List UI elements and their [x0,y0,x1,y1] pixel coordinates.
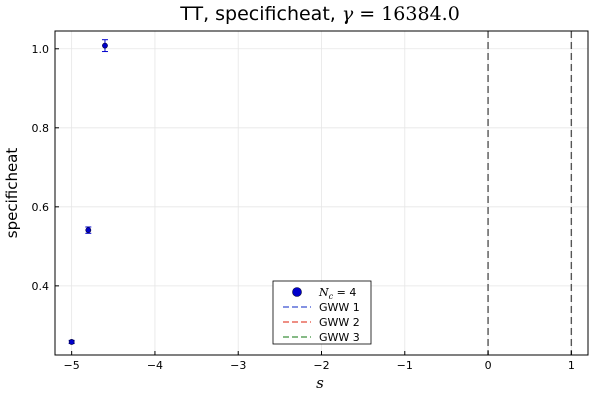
chart-title: TT, specificheat, γ = 16384.0 [179,3,460,25]
vertical-lines [487,31,573,355]
x-tick-label: −3 [230,359,246,372]
chart-title-prefix: TT, specificheat, [179,3,342,25]
grid [55,31,588,355]
x-axis-label: s [316,374,324,392]
data-points [68,39,108,345]
y-tick-label: 0.4 [32,280,50,293]
data-point [68,339,75,345]
data-point [102,42,108,49]
y-axis-ticks: 0.4 0.6 0.8 1.0 [32,43,59,293]
y-tick-label: 0.6 [32,201,50,214]
x-axis-ticks: −5 −4 −3 −2 −1 0 1 [64,351,575,372]
legend-label: GWW 1 [319,301,360,314]
x-tick-label: −5 [64,359,80,372]
y-tick-label: 1.0 [32,43,50,56]
x-tick-label: 1 [568,359,575,372]
legend-label: GWW 3 [319,331,360,344]
data-point [85,227,92,234]
legend-label: GWW 2 [319,316,360,329]
y-tick-label: 0.8 [32,122,50,135]
legend-box [272,280,372,345]
x-tick-label: −1 [397,359,413,372]
legend-marker [292,287,302,297]
y-axis-label: specificheat [3,148,21,239]
x-tick-label: −2 [313,359,329,372]
x-tick-label: −4 [147,359,163,372]
chart-title-math-var: γ [342,3,354,25]
chart-title-math-rest: = 16384.0 [353,3,460,25]
legend-label: Nc = 4 [318,286,356,301]
x-tick-label: 0 [485,359,492,372]
